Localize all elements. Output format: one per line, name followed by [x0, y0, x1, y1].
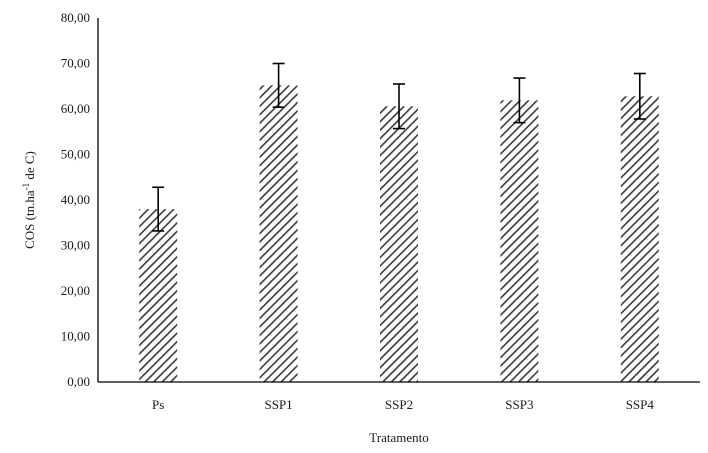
y-tick-label: 80,00	[61, 10, 90, 25]
bar-ssp1	[259, 85, 298, 382]
y-axis-ticks: 0,00 10,00 20,00 30,00 40,00 50,00 60,00 70,00 8…	[61, 10, 90, 389]
x-tick-label: SSP1	[264, 397, 292, 412]
x-axis-title: Tratamento	[369, 430, 428, 445]
bar-ssp4	[620, 96, 659, 382]
y-tick-label: 70,00	[61, 56, 90, 71]
bar-ssp2	[380, 106, 418, 383]
y-tick-label: 10,00	[61, 329, 90, 344]
y-axis-title-suffix: de C)	[22, 151, 37, 183]
y-axis-title: COS (tn.ha-1 de C)	[21, 151, 37, 249]
y-tick-label: 50,00	[61, 147, 90, 162]
y-tick-label: 40,00	[61, 192, 90, 207]
y-axis-title-prefix: COS (tn.ha	[22, 190, 37, 249]
x-tick-label: Ps	[152, 397, 164, 412]
y-tick-label: 20,00	[61, 283, 90, 298]
bar-ps	[139, 209, 178, 382]
y-axis-title-sup: -1	[21, 183, 31, 191]
y-tick-label: 0,00	[67, 374, 90, 389]
x-axis-labels: Ps SSP1 SSP2 SSP3 SSP4	[152, 397, 654, 412]
bars	[139, 85, 659, 383]
x-tick-label: SSP3	[505, 397, 533, 412]
bar-ssp3	[500, 100, 539, 382]
x-tick-label: SSP4	[626, 397, 655, 412]
y-tick-label: 60,00	[61, 101, 90, 116]
error-bars	[152, 62, 646, 232]
y-tick-label: 30,00	[61, 238, 90, 253]
x-tick-label: SSP2	[385, 397, 413, 412]
